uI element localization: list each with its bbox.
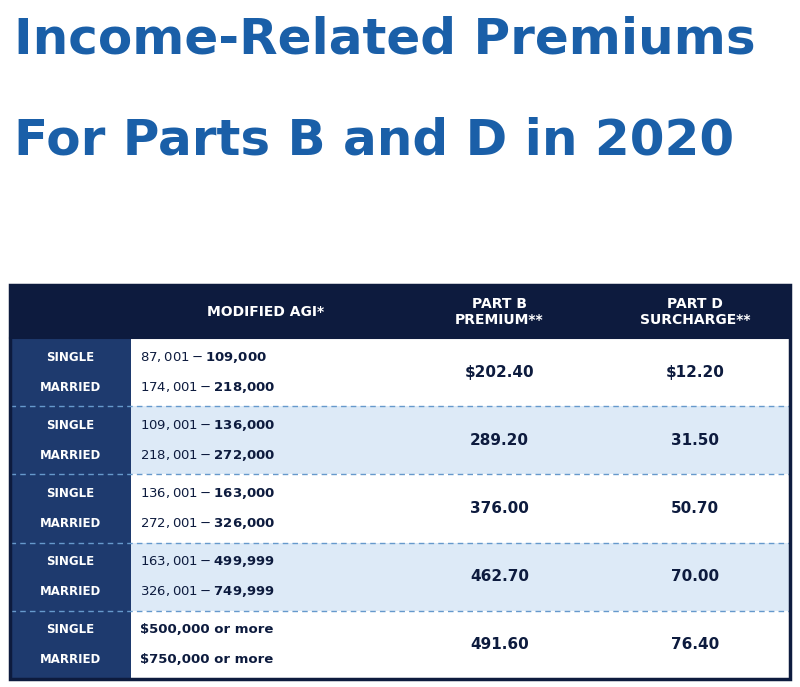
Text: 50.70: 50.70 bbox=[670, 501, 719, 516]
Bar bbox=[130, 543, 790, 611]
Text: Income-Related Premiums: Income-Related Premiums bbox=[14, 15, 756, 63]
Text: $163,001-$499,999: $163,001-$499,999 bbox=[140, 554, 275, 569]
Text: MARRIED: MARRIED bbox=[39, 653, 101, 666]
Text: $136,001-$163,000: $136,001-$163,000 bbox=[140, 486, 276, 501]
Text: 376.00: 376.00 bbox=[470, 501, 529, 516]
Text: PART B
PREMIUM**: PART B PREMIUM** bbox=[455, 297, 544, 327]
Bar bbox=[10, 611, 130, 679]
Text: 491.60: 491.60 bbox=[470, 638, 529, 652]
Text: $87,001-$109,000: $87,001-$109,000 bbox=[140, 350, 267, 365]
Text: $750,000 or more: $750,000 or more bbox=[140, 653, 274, 666]
Text: $272,001-$326,000: $272,001-$326,000 bbox=[140, 516, 276, 531]
Text: $12.20: $12.20 bbox=[666, 365, 724, 380]
Text: PART D
SURCHARGE**: PART D SURCHARGE** bbox=[639, 297, 750, 327]
Text: MARRIED: MARRIED bbox=[39, 381, 101, 394]
Text: For Parts B and D in 2020: For Parts B and D in 2020 bbox=[14, 117, 734, 165]
Text: 462.70: 462.70 bbox=[470, 569, 529, 584]
Text: MARRIED: MARRIED bbox=[39, 585, 101, 598]
Text: SINGLE: SINGLE bbox=[46, 487, 94, 500]
Bar bbox=[10, 475, 130, 543]
Text: MARRIED: MARRIED bbox=[39, 449, 101, 462]
Bar bbox=[10, 543, 130, 611]
Text: $109,001-$136,000: $109,001-$136,000 bbox=[140, 418, 276, 433]
Bar bbox=[130, 406, 790, 475]
Text: 289.20: 289.20 bbox=[470, 433, 529, 448]
Text: MARRIED: MARRIED bbox=[39, 517, 101, 530]
Bar bbox=[130, 611, 790, 679]
Text: $326,001-$749,999: $326,001-$749,999 bbox=[140, 584, 275, 599]
Text: 76.40: 76.40 bbox=[670, 638, 719, 652]
Bar bbox=[130, 475, 790, 543]
Text: SINGLE: SINGLE bbox=[46, 555, 94, 568]
Text: MODIFIED AGI*: MODIFIED AGI* bbox=[206, 304, 324, 319]
Bar bbox=[10, 406, 130, 475]
Bar bbox=[10, 285, 790, 338]
Text: 31.50: 31.50 bbox=[670, 433, 718, 448]
Text: SINGLE: SINGLE bbox=[46, 351, 94, 364]
Text: $218,001-$272,000: $218,001-$272,000 bbox=[140, 448, 276, 463]
Text: SINGLE: SINGLE bbox=[46, 623, 94, 636]
Text: 70.00: 70.00 bbox=[670, 569, 719, 584]
Text: $174,001-$218,000: $174,001-$218,000 bbox=[140, 380, 276, 395]
Text: SINGLE: SINGLE bbox=[46, 419, 94, 432]
Bar bbox=[130, 338, 790, 406]
Text: $500,000 or more: $500,000 or more bbox=[140, 623, 274, 636]
Bar bbox=[10, 338, 130, 406]
Bar bbox=[10, 285, 790, 679]
Text: $202.40: $202.40 bbox=[465, 365, 534, 380]
